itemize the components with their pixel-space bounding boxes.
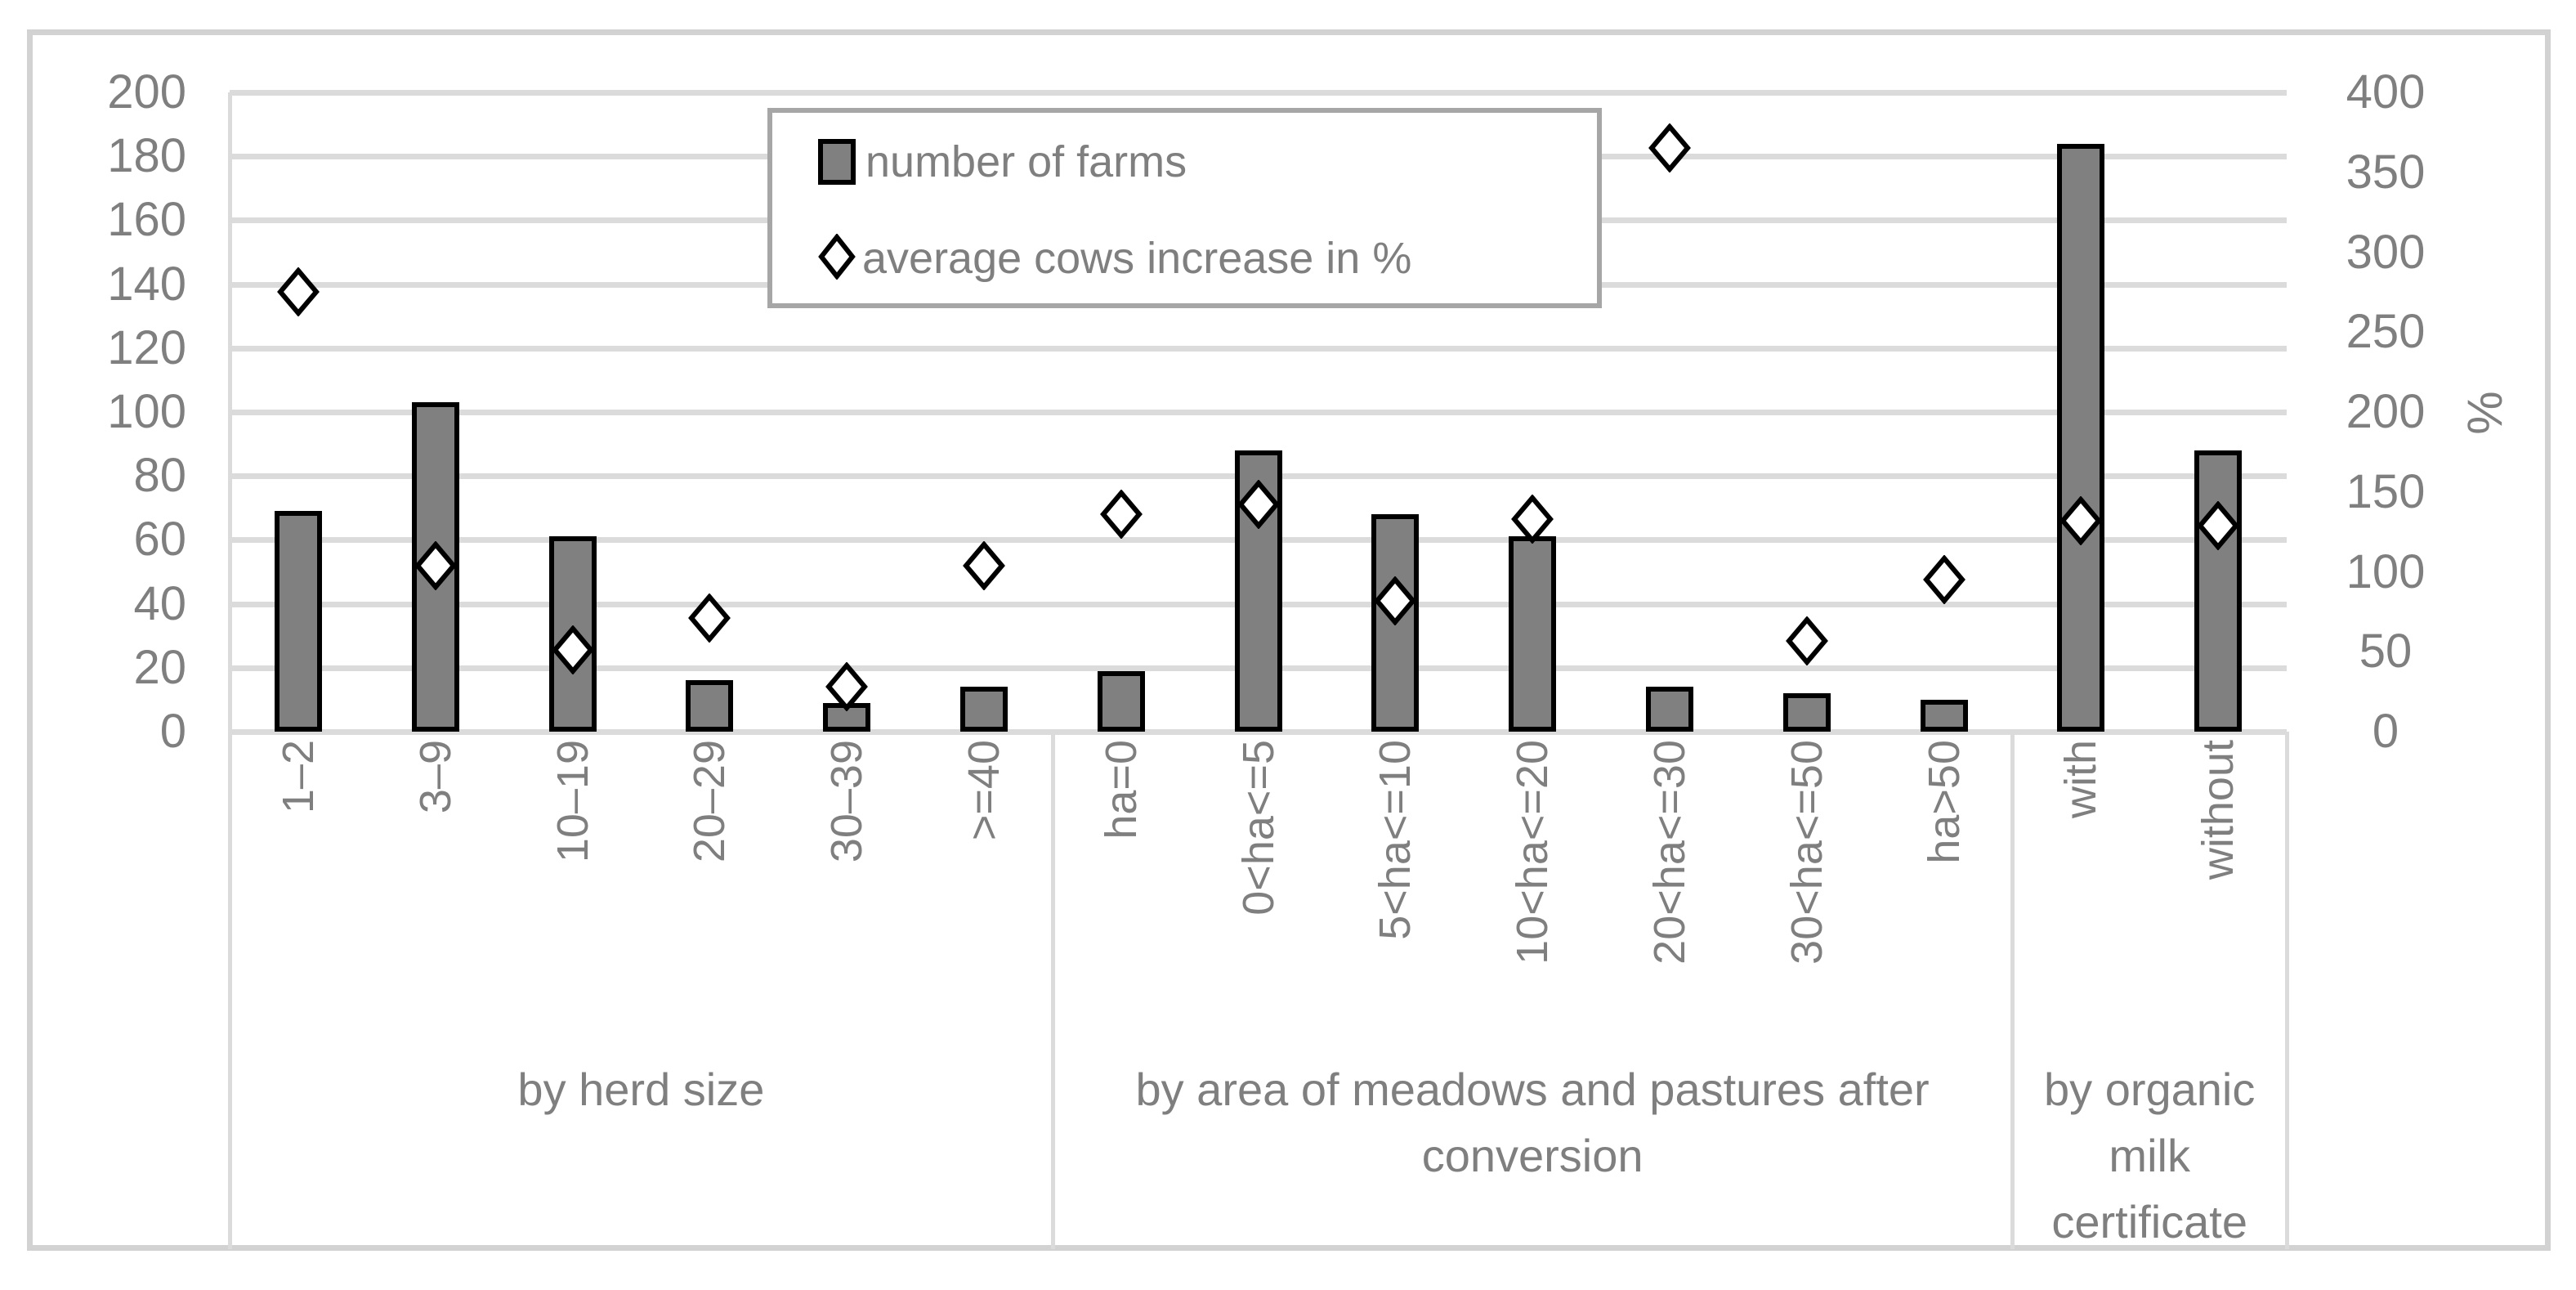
diamond-average-cows-increase — [962, 540, 1005, 594]
bar-number-of-farms — [274, 511, 322, 732]
chart-outer-border — [27, 29, 2551, 1251]
y2-axis-tick-label: 0 — [2372, 705, 2399, 758]
y2-axis-tick-label: 250 — [2346, 305, 2426, 359]
y2-axis-tick-label: 200 — [2346, 385, 2426, 438]
y-axis-tick-label: 60 — [133, 513, 186, 567]
category-label: 10–19 — [548, 740, 597, 863]
category-label: ha=0 — [1096, 740, 1146, 840]
group-divider — [1050, 732, 1055, 1249]
category-label: 20–29 — [685, 740, 735, 863]
category-label: ha>50 — [1919, 740, 1969, 864]
y-axis-tick-label: 120 — [107, 320, 186, 374]
gridline — [230, 345, 2287, 352]
category-label: with — [2056, 740, 2106, 819]
bar-number-of-farms — [959, 687, 1008, 732]
gridline — [230, 90, 2287, 96]
y2-axis-tick-label: 400 — [2346, 65, 2426, 119]
category-label: 5<ha<=10 — [1371, 740, 1420, 940]
y-axis-tick-label: 20 — [133, 640, 186, 694]
diamond-average-cows-increase — [551, 625, 594, 679]
group-divider — [2285, 732, 2289, 1249]
legend: number of farms average cows increase in… — [767, 108, 1602, 308]
bar-number-of-farms — [2194, 450, 2243, 732]
legend-label: average cows increase in % — [862, 234, 1412, 283]
category-label: 10<ha<=20 — [1508, 740, 1558, 965]
group-divider — [2010, 732, 2015, 1249]
diamond-marker-icon — [818, 232, 856, 284]
secondary-axis-title: % — [2457, 391, 2512, 435]
y-axis-tick-label: 200 — [107, 65, 186, 119]
diamond-average-cows-increase — [688, 593, 731, 647]
y2-axis-tick-label: 100 — [2346, 544, 2426, 598]
legend-item-number-of-farms: number of farms — [818, 126, 1597, 198]
category-label: 3–9 — [410, 740, 460, 814]
y-axis-tick-label: 100 — [107, 385, 186, 438]
y2-axis-tick-label: 50 — [2359, 625, 2413, 679]
legend-label: number of farms — [865, 137, 1187, 186]
diamond-average-cows-increase — [1648, 123, 1691, 177]
y-axis-tick-label: 140 — [107, 257, 186, 311]
category-label: without — [2194, 740, 2243, 880]
category-label: 1–2 — [273, 740, 323, 814]
bar-number-of-farms — [1097, 670, 1145, 732]
group-caption: by organic milk certificate — [2044, 1064, 2256, 1247]
diamond-average-cows-increase — [1237, 479, 1280, 533]
y2-axis-tick-label: 350 — [2346, 145, 2426, 199]
y2-axis-tick-label: 150 — [2346, 464, 2426, 518]
diamond-average-cows-increase — [1099, 489, 1143, 543]
value-axis-line — [228, 92, 232, 1249]
bar-number-of-farms — [1782, 693, 1831, 732]
legend-item-average-cows-increase: average cows increase in % — [818, 222, 1597, 294]
diamond-average-cows-increase — [2059, 495, 2103, 549]
diamond-average-cows-increase — [276, 267, 320, 320]
bar-number-of-farms — [686, 680, 734, 732]
y-axis-tick-label: 80 — [133, 449, 186, 503]
y2-axis-tick-label: 300 — [2346, 225, 2426, 279]
category-label: 30–39 — [822, 740, 872, 863]
diamond-average-cows-increase — [1785, 615, 1828, 670]
y-axis-tick-label: 180 — [107, 129, 186, 183]
diamond-average-cows-increase — [1374, 576, 1417, 629]
category-label: 0<ha<=5 — [1233, 740, 1283, 916]
category-label: >=40 — [959, 740, 1008, 841]
diamond-average-cows-increase — [414, 540, 457, 594]
diamond-average-cows-increase — [1511, 494, 1554, 548]
y-axis-tick-label: 0 — [159, 705, 186, 758]
diamond-average-cows-increase — [1922, 554, 1966, 608]
bar-number-of-farms — [1509, 536, 1557, 732]
bar-number-of-farms — [2057, 143, 2105, 732]
y-axis-tick-label: 160 — [107, 193, 186, 247]
category-label: 30<ha<=50 — [1782, 740, 1831, 965]
bar-swatch-icon — [818, 139, 856, 185]
category-label: 20<ha<=30 — [1644, 740, 1694, 965]
bar-number-of-farms — [1645, 687, 1693, 732]
group-caption: by herd size — [517, 1064, 765, 1115]
group-caption: by area of meadows and pastures after co… — [1135, 1064, 1930, 1181]
diamond-average-cows-increase — [825, 661, 869, 715]
gridline — [230, 410, 2287, 415]
diamond-average-cows-increase — [2197, 500, 2240, 554]
y-axis-tick-label: 40 — [133, 576, 186, 630]
bar-number-of-farms — [1920, 699, 1968, 732]
gridline — [230, 729, 2287, 735]
